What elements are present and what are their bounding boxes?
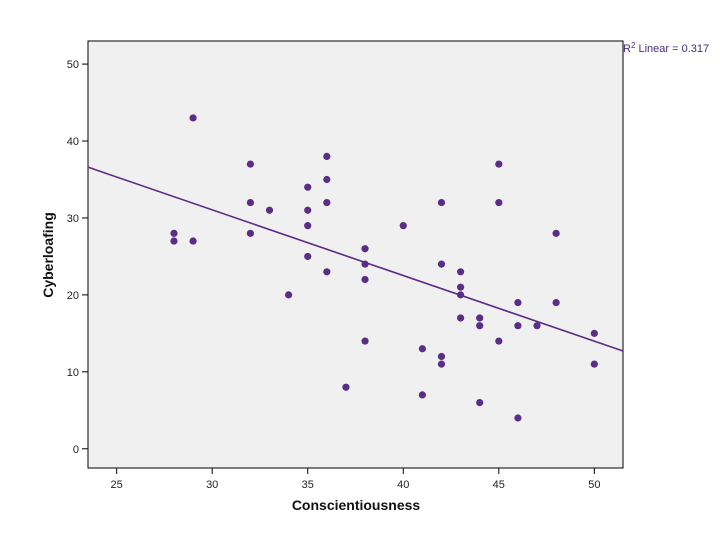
y-tick-label: 50 [67,59,79,71]
data-point [514,414,522,422]
data-point [399,222,407,230]
data-point [361,275,369,284]
x-tick-label: 30 [206,479,218,491]
data-point [590,329,598,337]
data-point [323,198,331,207]
data-point [304,206,312,214]
r2-text: Linear = 0.317 [635,43,709,55]
data-point [285,291,293,299]
data-point [361,260,369,268]
data-point [361,245,369,253]
data-point [361,337,369,345]
data-point [495,337,503,345]
data-point [514,298,522,307]
data-point [552,229,560,237]
data-point [304,252,312,261]
r2-prefix: R [623,43,631,55]
data-point [437,352,446,361]
x-tick-label: 40 [397,479,409,491]
data-point [476,399,484,407]
data-point [533,322,541,330]
x-tick-label: 45 [493,479,505,491]
data-point [304,183,312,191]
fit-line [87,166,624,352]
x-axis-title: Conscientiousness [292,497,421,513]
plot-area [87,40,624,469]
data-point [476,314,484,322]
data-point [323,268,331,276]
data-point [495,160,503,168]
data-point [437,360,446,368]
x-tick-label: 25 [111,479,123,491]
data-point [495,198,503,207]
data-point [590,360,598,368]
y-tick-label: 30 [67,213,79,225]
x-tick-label: 35 [302,479,314,491]
y-tick-label: 20 [67,290,79,302]
data-point [418,391,426,399]
data-point [246,198,255,207]
data-point [323,152,331,161]
data-point [246,160,255,168]
data-point [323,175,331,184]
data-point [246,229,255,237]
r2-superscript: 2 [631,41,636,50]
r2-annotation: R2 Linear = 0.317 [623,41,709,55]
x-tick-label: 50 [588,479,600,491]
data-point [189,114,197,122]
y-tick-label: 0 [73,444,79,456]
data-point [265,206,274,214]
data-point [304,222,312,230]
data-point [437,260,446,268]
data-point [456,268,465,276]
y-tick-label: 10 [67,367,79,379]
data-point [342,383,350,391]
data-point [170,237,178,245]
data-point [418,345,426,353]
y-axis-title: Cyberloafing [40,212,56,298]
y-tick-label: 40 [67,136,79,148]
data-point [170,229,178,237]
data-point [456,291,465,299]
data-point [476,322,484,330]
data-point [552,298,560,307]
data-points [170,114,598,422]
x-axis: 25 30 35 40 45 50 [111,468,600,491]
data-point [189,237,197,245]
data-point [514,322,522,330]
y-axis: 0 10 20 30 40 50 [67,59,88,456]
data-point [456,283,465,291]
data-point [456,314,465,322]
data-point [437,198,446,207]
